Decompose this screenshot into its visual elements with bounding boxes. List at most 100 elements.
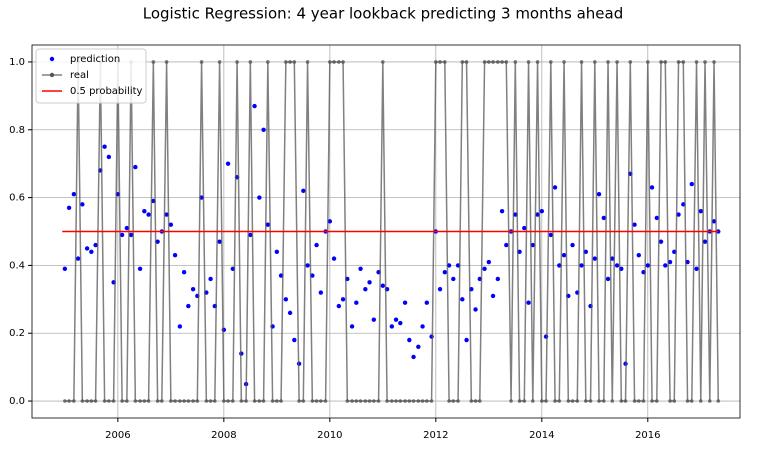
point: [327, 219, 333, 224]
point: [535, 212, 540, 217]
point: [583, 399, 588, 403]
point: [288, 60, 292, 64]
point: [605, 276, 611, 282]
point: [672, 399, 677, 403]
point: [63, 399, 67, 403]
point: [654, 215, 659, 221]
point: [407, 337, 412, 343]
point: [331, 256, 337, 261]
point: [425, 399, 429, 403]
legend-label: real: [70, 70, 89, 81]
point: [319, 399, 323, 403]
point: [80, 202, 85, 207]
point: [509, 399, 513, 403]
point: [407, 399, 412, 403]
point: [628, 60, 633, 64]
point: [178, 399, 182, 403]
point: [716, 399, 721, 403]
point: [106, 154, 112, 160]
point: [102, 399, 107, 403]
x-tick-label: 2016: [635, 430, 660, 441]
point: [464, 337, 469, 343]
point: [380, 283, 386, 288]
point: [390, 399, 394, 403]
point: [301, 399, 306, 403]
point: [252, 103, 257, 109]
point: [385, 399, 389, 403]
point: [411, 399, 416, 403]
point: [341, 60, 345, 64]
point: [676, 212, 681, 217]
point: [464, 60, 469, 64]
point: [689, 399, 694, 403]
point: [703, 60, 707, 64]
point: [398, 320, 403, 326]
point: [429, 399, 434, 403]
point: [265, 222, 271, 227]
point: [248, 60, 253, 64]
point: [650, 399, 654, 403]
point: [186, 303, 191, 309]
point: [393, 317, 399, 322]
point: [579, 60, 584, 64]
point: [530, 242, 535, 248]
point: [217, 239, 222, 244]
point: [235, 60, 239, 64]
legend-box: [35, 48, 147, 104]
point: [557, 399, 562, 403]
point: [694, 60, 699, 64]
point: [636, 253, 641, 258]
point: [530, 399, 535, 403]
point: [182, 399, 186, 403]
point: [142, 208, 147, 214]
point: [592, 256, 597, 261]
point: [75, 256, 81, 261]
point: [526, 300, 531, 305]
point: [270, 399, 275, 403]
point: [707, 399, 712, 403]
point: [499, 208, 505, 214]
point: [239, 399, 244, 403]
point: [284, 60, 288, 64]
point: [491, 60, 495, 64]
y-tick-label: 0.0: [9, 396, 25, 407]
point: [85, 399, 89, 403]
point: [358, 399, 363, 403]
point: [504, 60, 509, 64]
point: [367, 280, 372, 285]
y-tick-label: 0.2: [9, 328, 25, 339]
point: [420, 324, 425, 329]
point: [275, 399, 279, 403]
y-tick-label: 1.0: [9, 57, 25, 68]
point: [363, 399, 368, 403]
point: [172, 253, 178, 258]
x-tick-label: 2006: [105, 430, 130, 441]
point: [89, 249, 94, 255]
point: [517, 249, 522, 255]
point: [711, 219, 717, 224]
point: [155, 239, 160, 244]
point: [668, 399, 672, 403]
point: [596, 192, 602, 197]
point: [292, 60, 297, 64]
point: [663, 263, 668, 268]
point: [602, 399, 606, 403]
point: [535, 60, 540, 64]
point: [658, 239, 664, 244]
point: [570, 242, 575, 248]
point: [208, 276, 213, 282]
point: [208, 399, 213, 403]
point: [579, 263, 584, 268]
point: [231, 399, 235, 403]
x-tick-label: 2010: [317, 430, 342, 441]
point: [473, 307, 478, 312]
point: [266, 60, 270, 64]
point: [659, 60, 663, 64]
point: [496, 60, 500, 64]
point: [610, 399, 615, 403]
chart-title: Logistic Regression: 4 year lookback pre…: [143, 5, 623, 23]
point: [345, 399, 350, 403]
point: [477, 399, 482, 403]
point: [681, 60, 686, 64]
